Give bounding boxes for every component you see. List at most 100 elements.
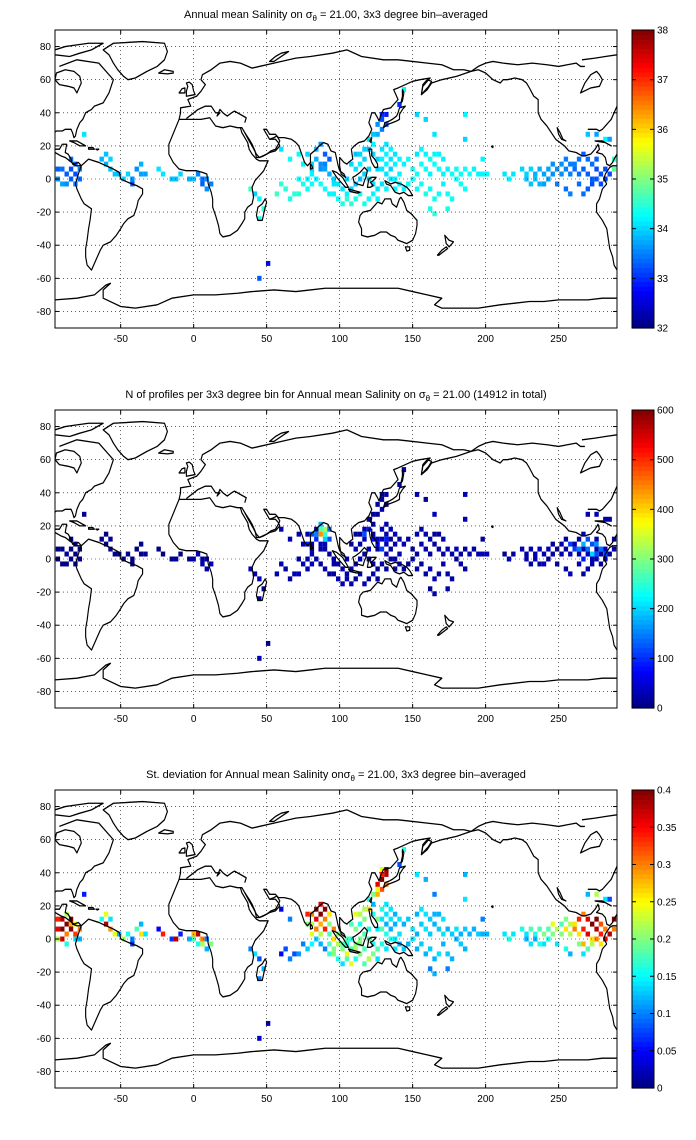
data-cell [309,161,315,167]
data-cell [309,531,315,537]
data-cell [322,531,328,537]
data-cell [388,556,393,562]
data-cell [371,521,376,527]
data-cell [427,536,433,542]
data-cell [554,561,560,567]
data-cell [305,566,310,572]
data-cell [423,166,428,172]
colorbar-swatch [632,957,654,963]
colorbar-swatch [632,272,654,278]
data-cell [178,551,183,557]
data-cell [397,931,402,937]
data-cell [379,496,385,502]
data-cell [541,931,547,937]
data-cell [322,566,328,572]
colorbar-swatch [632,638,654,644]
data-cell [309,171,315,177]
data-cell [607,171,612,177]
data-cell [519,926,525,932]
data-cell [463,946,468,952]
data-cell [419,146,424,152]
data-cell [432,196,437,202]
data-cell [371,141,376,147]
data-cell [384,141,389,147]
x-tick-label: 0 [191,1094,197,1105]
data-cell [134,546,139,552]
data-cell [414,931,420,937]
colorbar-swatch [632,281,654,287]
data-cell [441,916,446,922]
colorbar-swatch [632,703,654,709]
colorbar-swatch [632,526,654,532]
y-tick-label: 0 [45,935,51,946]
data-cell [568,571,573,577]
data-cell [379,111,385,117]
colorbar-swatch [632,109,654,115]
data-cell [419,906,424,912]
data-cell [200,176,205,182]
data-cell [331,556,336,562]
data-cell [173,176,179,182]
data-cell [458,551,463,557]
colorbar-swatch [632,1004,654,1010]
data-cell [379,926,385,932]
data-cell [60,916,65,922]
x-tick-label: 150 [404,714,421,725]
data-cell [441,536,446,542]
data-cell [550,921,555,927]
data-cell [598,921,604,927]
data-cell [406,561,411,567]
data-cell [379,146,385,152]
data-cell [204,946,209,952]
data-cell [607,516,612,522]
data-cell [309,941,315,947]
data-cell [327,941,332,947]
data-cell [423,151,428,157]
data-cell [379,546,385,552]
y-tick-label: -20 [37,588,52,599]
data-cell [611,546,617,552]
colorbar-swatch [632,656,654,663]
data-cell [340,201,345,207]
data-cell [603,516,608,522]
data-cell [125,931,131,937]
data-cell [611,166,617,172]
x-tick-label: -50 [113,714,128,725]
data-cell [296,151,301,157]
data-cell [322,906,328,912]
data-cell [60,936,65,942]
data-cell [191,936,196,942]
data-cell [357,541,363,547]
data-cell [519,546,525,552]
data-cell [384,881,389,887]
data-cell [318,541,323,547]
data-cell [471,166,477,172]
data-cell [423,116,428,122]
data-cell [309,921,315,927]
data-cell [160,931,166,937]
colorbar-swatch [632,493,654,500]
data-cell [436,166,442,172]
title-sub: θ [313,14,318,23]
data-cell [585,946,590,952]
data-cell [73,931,78,937]
data-cell [60,166,65,172]
data-cell [366,956,372,962]
data-cell [541,181,547,187]
data-cells [55,467,617,661]
colorbar-tick-label: 200 [657,604,674,615]
data-cell [467,171,472,177]
colorbar-swatch [632,586,654,593]
colorbar-tick-label: 33 [657,274,669,285]
data-cell [607,551,612,557]
colorbar-swatch [632,39,654,45]
data-cell [480,916,485,922]
data-cell [502,171,507,177]
data-cell [537,181,542,187]
data-cell [371,911,376,917]
data-cell [287,536,293,542]
data-cell [99,536,104,542]
colorbar-swatch [632,521,654,528]
colorbar-tick-label: 36 [657,125,669,136]
colorbar-swatch [632,934,654,940]
